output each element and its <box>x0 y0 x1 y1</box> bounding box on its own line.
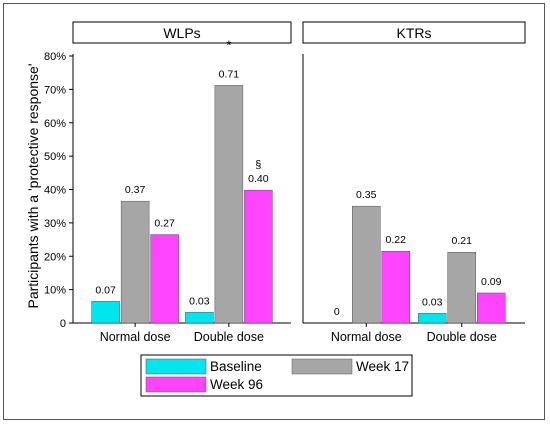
y-tick-label: 20% <box>44 251 66 263</box>
significance-marker: § <box>255 159 261 171</box>
y-axis-label: Participants with a 'protective response… <box>25 63 41 308</box>
significance-marker: * <box>226 37 231 52</box>
figure-frame <box>3 3 545 420</box>
bar <box>91 301 120 324</box>
bar <box>214 85 244 324</box>
bar-value-label: 0.35 <box>356 189 377 201</box>
bar-value-label: 0.22 <box>386 234 407 246</box>
panel-title: WLPs <box>163 25 200 41</box>
bar-value-label: 0.40 <box>248 173 269 185</box>
y-tick-label: 80% <box>44 51 66 63</box>
bar-value-label: 0.07 <box>95 284 116 296</box>
bar-value-label: 0.09 <box>481 276 502 288</box>
bar <box>185 312 214 324</box>
legend-swatch <box>145 376 207 393</box>
panel-title-box <box>302 21 526 44</box>
bar <box>244 189 273 324</box>
y-tick-label: 30% <box>44 218 66 230</box>
bar <box>352 205 381 324</box>
legend-label: Baseline <box>210 359 262 374</box>
bar <box>417 313 447 324</box>
y-tick-label: 10% <box>44 285 66 297</box>
y-tick-label: 0 <box>60 318 66 330</box>
bar-value-label: 0.21 <box>452 235 473 247</box>
x-tick-label: Normal dose <box>100 330 171 344</box>
bar <box>476 292 506 324</box>
y-tick-label: 60% <box>44 118 66 130</box>
y-tick-label: 70% <box>44 84 66 96</box>
x-tick-label: Normal dose <box>331 330 402 344</box>
x-tick-label: Double dose <box>427 330 497 344</box>
legend-swatch <box>291 358 353 375</box>
bar-value-label: 0.37 <box>125 184 146 196</box>
bar-value-label: 0.71 <box>219 68 240 80</box>
y-tick-label: 40% <box>44 185 66 197</box>
bar <box>120 200 150 324</box>
bar <box>381 250 411 324</box>
panel-title: KTRs <box>397 25 432 41</box>
bar-value-label: 0.27 <box>154 218 175 230</box>
bar-value-label: 0.03 <box>422 296 443 308</box>
legend-swatch <box>145 358 207 375</box>
bar-value-label: 0.03 <box>189 295 210 307</box>
legend-label: Week 17 <box>356 359 409 374</box>
legend-label: Week 96 <box>210 377 263 392</box>
y-tick-label: 50% <box>44 151 66 163</box>
x-tick-label: Double dose <box>194 330 264 344</box>
bar-value-label: 0 <box>334 306 340 318</box>
panel-title-box <box>72 21 292 44</box>
bar <box>447 251 476 324</box>
bar <box>150 234 179 324</box>
